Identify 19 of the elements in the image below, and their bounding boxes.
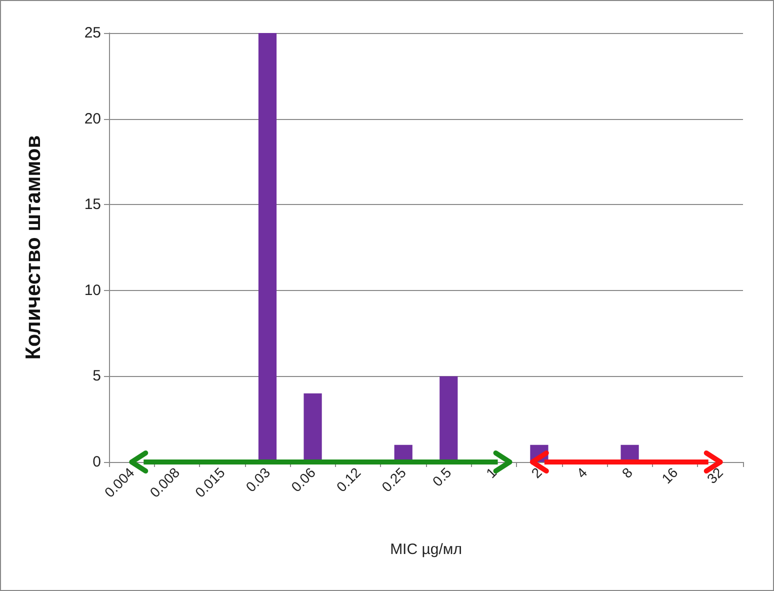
x-tick-label: 2 <box>528 464 546 482</box>
x-tick-label: 0.03 <box>242 464 274 495</box>
y-tick-label: 20 <box>84 110 101 128</box>
y-tick-label: 10 <box>84 282 101 299</box>
x-axis-title: MIC µg/мл <box>390 541 462 558</box>
y-axis-title: Количество штаммов <box>22 135 45 360</box>
y-tick-label: 5 <box>92 368 101 385</box>
x-tick-label: 4 <box>573 464 590 482</box>
x-tick-label: 32 <box>704 464 726 487</box>
x-tick-label: 0.12 <box>333 464 364 495</box>
x-tick-label: 0.5 <box>429 464 454 490</box>
x-tick-label: 1 <box>482 464 500 482</box>
y-tick-label: 0 <box>92 454 101 470</box>
y-tick-label: 25 <box>84 24 101 42</box>
x-tick-label: 8 <box>618 464 636 482</box>
x-tick-label: 16 <box>658 464 681 487</box>
x-tick-label: 0.25 <box>378 464 410 495</box>
y-tick-label: 15 <box>84 196 101 214</box>
x-tick-label: 0.06 <box>288 464 319 495</box>
